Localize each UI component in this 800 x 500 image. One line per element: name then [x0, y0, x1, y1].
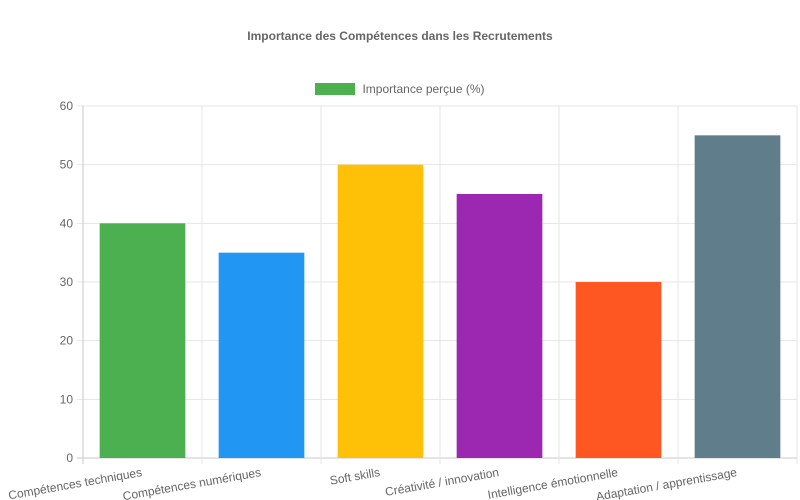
- y-tick-label: 30: [60, 275, 74, 289]
- legend[interactable]: Importance perçue (%): [0, 82, 800, 96]
- y-tick-label: 0: [66, 451, 73, 465]
- chart-title: Importance des Compétences dans les Recr…: [247, 29, 553, 43]
- bar[interactable]: [218, 252, 305, 458]
- bar[interactable]: [456, 194, 543, 458]
- legend-label: Importance perçue (%): [362, 82, 485, 96]
- bar[interactable]: [694, 135, 781, 459]
- y-tick-label: 10: [60, 392, 74, 406]
- y-tick-label: 40: [60, 216, 74, 230]
- y-tick-label: 50: [60, 158, 74, 172]
- x-tick-label: Compétences numériques: [122, 465, 262, 500]
- y-tick-label: 60: [60, 99, 74, 113]
- x-tick-label: Soft skills: [329, 465, 381, 488]
- bar[interactable]: [99, 223, 186, 458]
- legend-swatch: [315, 83, 356, 95]
- y-tick-label: 20: [60, 334, 74, 348]
- x-tick-label: Créativité / innovation: [384, 465, 500, 499]
- bar[interactable]: [575, 282, 662, 458]
- bar[interactable]: [337, 164, 424, 458]
